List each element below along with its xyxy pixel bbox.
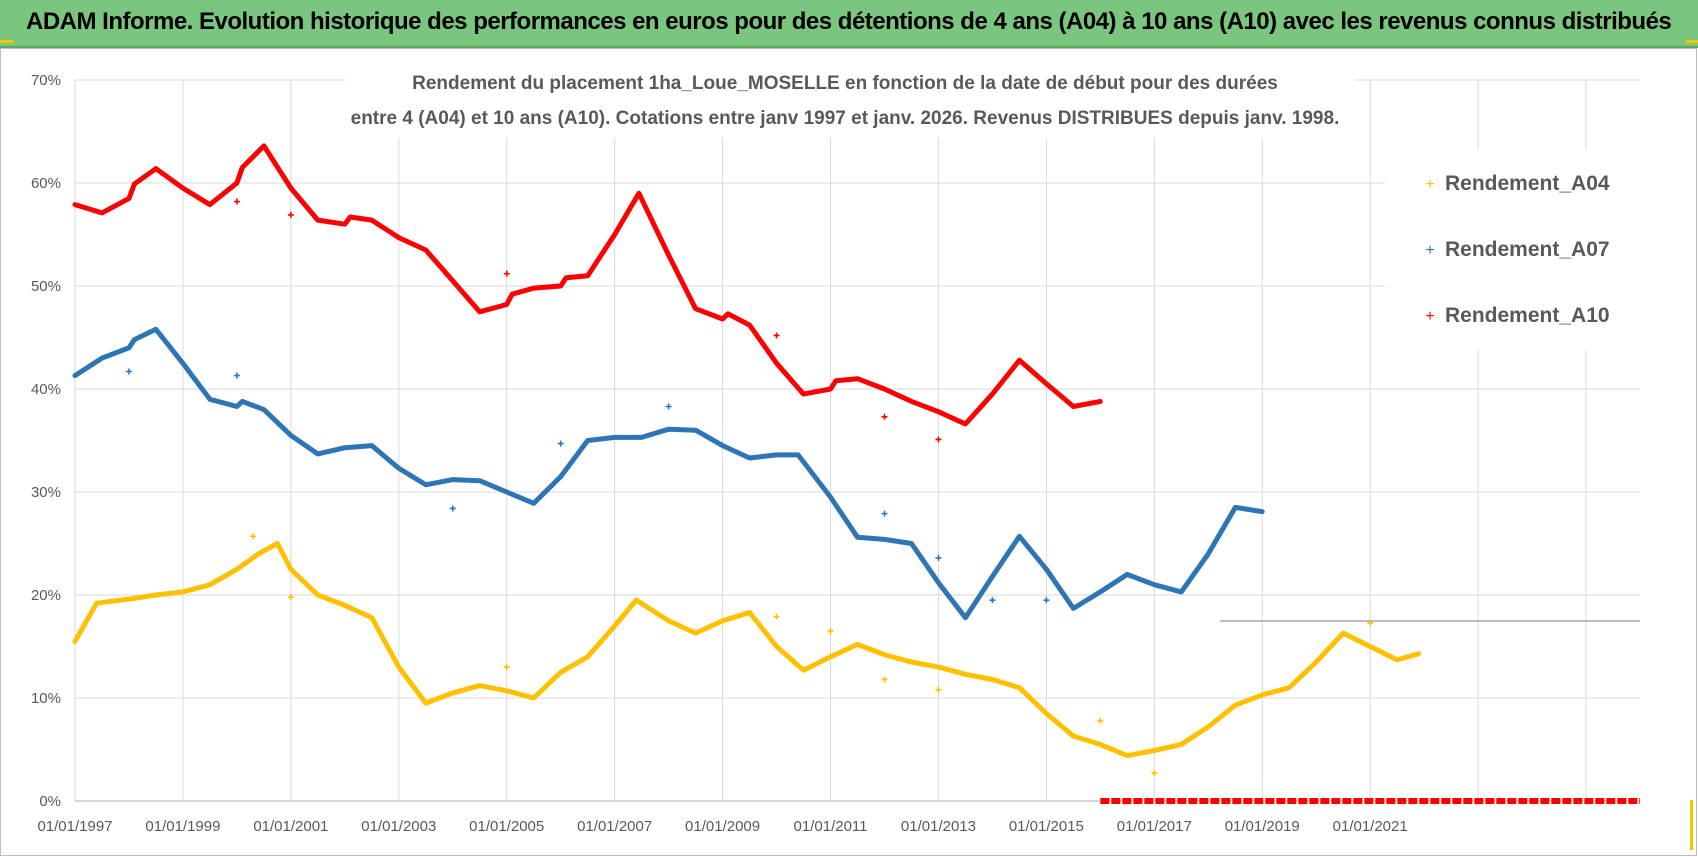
y-tick-label: 60% (31, 175, 61, 192)
outlier-point (503, 664, 510, 671)
series-line (72, 143, 1103, 427)
legend-marker-a04: + (1425, 176, 1434, 193)
outlier-point (1097, 717, 1104, 724)
outlier-point (557, 440, 564, 447)
outlier-point (287, 594, 294, 601)
x-tick-label: 01/01/2005 (469, 818, 544, 835)
outlier-point (503, 270, 510, 277)
x-tick-label: 01/01/2021 (1333, 818, 1408, 835)
x-tick-label: 01/01/2007 (577, 818, 652, 835)
outlier-point (935, 686, 942, 693)
y-tick-label: 0% (39, 793, 61, 810)
x-tick-label: 01/01/2017 (1117, 818, 1192, 835)
outlier-point (233, 198, 240, 205)
outlier-point (1367, 619, 1374, 626)
y-axis: 0% 10% 20% 30% 40% 50% 60% 70% (31, 72, 61, 810)
x-tick-label: 01/01/2013 (901, 818, 976, 835)
y-tick-label: 20% (31, 587, 61, 604)
outlier-point (449, 505, 456, 512)
x-tick-label: 01/01/1997 (37, 818, 112, 835)
x-tick-label: 01/01/2009 (685, 818, 760, 835)
x-tick-label: 01/01/2001 (253, 818, 328, 835)
legend-label-a07: Rendement_A07 (1445, 238, 1610, 261)
outlier-point (881, 413, 888, 420)
series-rendement-a07 (72, 326, 1265, 621)
y-tick-label: 10% (31, 690, 61, 707)
outlier-point (773, 613, 780, 620)
corner-mark-bottom-right (1690, 800, 1693, 850)
outlier-point (935, 554, 942, 561)
y-tick-label: 30% (31, 484, 61, 501)
chart-subtitle: entre 4 (A04) et 10 ans (A10). Cotations… (351, 108, 1340, 129)
grid (74, 79, 1640, 802)
y-tick-label: 70% (31, 72, 61, 89)
corner-mark-top-left (0, 40, 14, 43)
title-background (345, 60, 1355, 138)
chart-frame (0, 48, 1697, 856)
series-line (72, 326, 1265, 621)
outlier-point (125, 368, 132, 375)
legend-label-a04: Rendement_A04 (1445, 172, 1610, 195)
corner-mark-top-right (1686, 40, 1698, 43)
outlier-point (1043, 597, 1050, 604)
legend-label-a10: Rendement_A10 (1445, 304, 1610, 327)
outlier-point (989, 597, 996, 604)
outlier-point (773, 332, 780, 339)
header-banner: ADAM Informe. Evolution historique des p… (0, 0, 1698, 48)
y-tick-label: 40% (31, 381, 61, 398)
series-rendement-a10 (72, 143, 1640, 804)
series-line (72, 541, 1422, 759)
legend-background (1385, 150, 1645, 350)
x-tick-label: 01/01/1999 (145, 818, 220, 835)
legend-marker-a07: + (1425, 242, 1434, 259)
x-tick-label: 01/01/2019 (1225, 818, 1300, 835)
series-layer (72, 143, 1640, 804)
header-title: ADAM Informe. Evolution historique des p… (26, 8, 1672, 35)
outlier-point (881, 676, 888, 683)
x-tick-label: 01/01/2011 (794, 818, 868, 835)
outlier-point (665, 403, 672, 410)
outlier-point (250, 533, 257, 540)
outlier-point (935, 436, 942, 443)
outlier-point (881, 510, 888, 517)
outlier-point (827, 628, 834, 635)
legend: + Rendement_A04 + Rendement_A07 + Rendem… (1425, 172, 1610, 327)
series-rendement-a04 (72, 533, 1422, 777)
outlier-point (287, 211, 294, 218)
outlier-point (1151, 770, 1158, 777)
y-tick-label: 50% (31, 278, 61, 295)
legend-marker-a10: + (1425, 308, 1434, 325)
outlier-point (233, 372, 240, 379)
x-axis: 01/01/1997 01/01/1999 01/01/2001 01/01/2003… (37, 800, 1640, 835)
x-tick-label: 01/01/2015 (1009, 818, 1084, 835)
x-tick-label: 01/01/2003 (361, 818, 436, 835)
chart-title: Rendement du placement 1ha_Loue_MOSELLE … (412, 73, 1278, 94)
